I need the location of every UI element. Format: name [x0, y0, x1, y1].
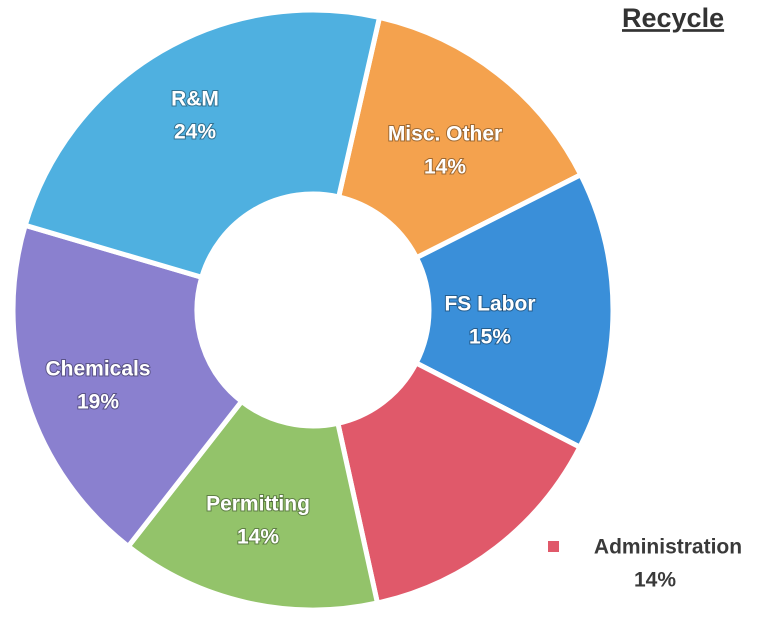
slice-value: 14% — [237, 526, 279, 549]
slices — [10, 7, 616, 613]
donut-slice — [412, 171, 616, 451]
donut-slice — [22, 7, 383, 281]
slice-value: 15% — [469, 326, 511, 349]
slice-value: 14% — [634, 569, 676, 592]
slice-label: FS Labor — [444, 293, 535, 316]
donut-slice — [10, 222, 246, 550]
slice-label: Administration — [594, 536, 742, 559]
slice-label: Misc. Other — [388, 123, 502, 146]
chart-title: Recycle — [622, 3, 724, 33]
donut-slice — [334, 359, 584, 606]
slice-label: Permitting — [206, 493, 310, 516]
labels: Misc. Other 14% FS Labor 15% Administration 1… — [44, 87, 742, 592]
slice-label: Chemicals — [45, 358, 150, 381]
slice-value: 24% — [174, 121, 216, 144]
slice-value: 14% — [424, 156, 466, 179]
legend-swatch — [548, 541, 559, 552]
slice-label: R&M — [171, 88, 219, 111]
donut-slice — [335, 14, 585, 262]
donut-slice — [124, 397, 381, 613]
slice-value: 19% — [77, 391, 119, 414]
